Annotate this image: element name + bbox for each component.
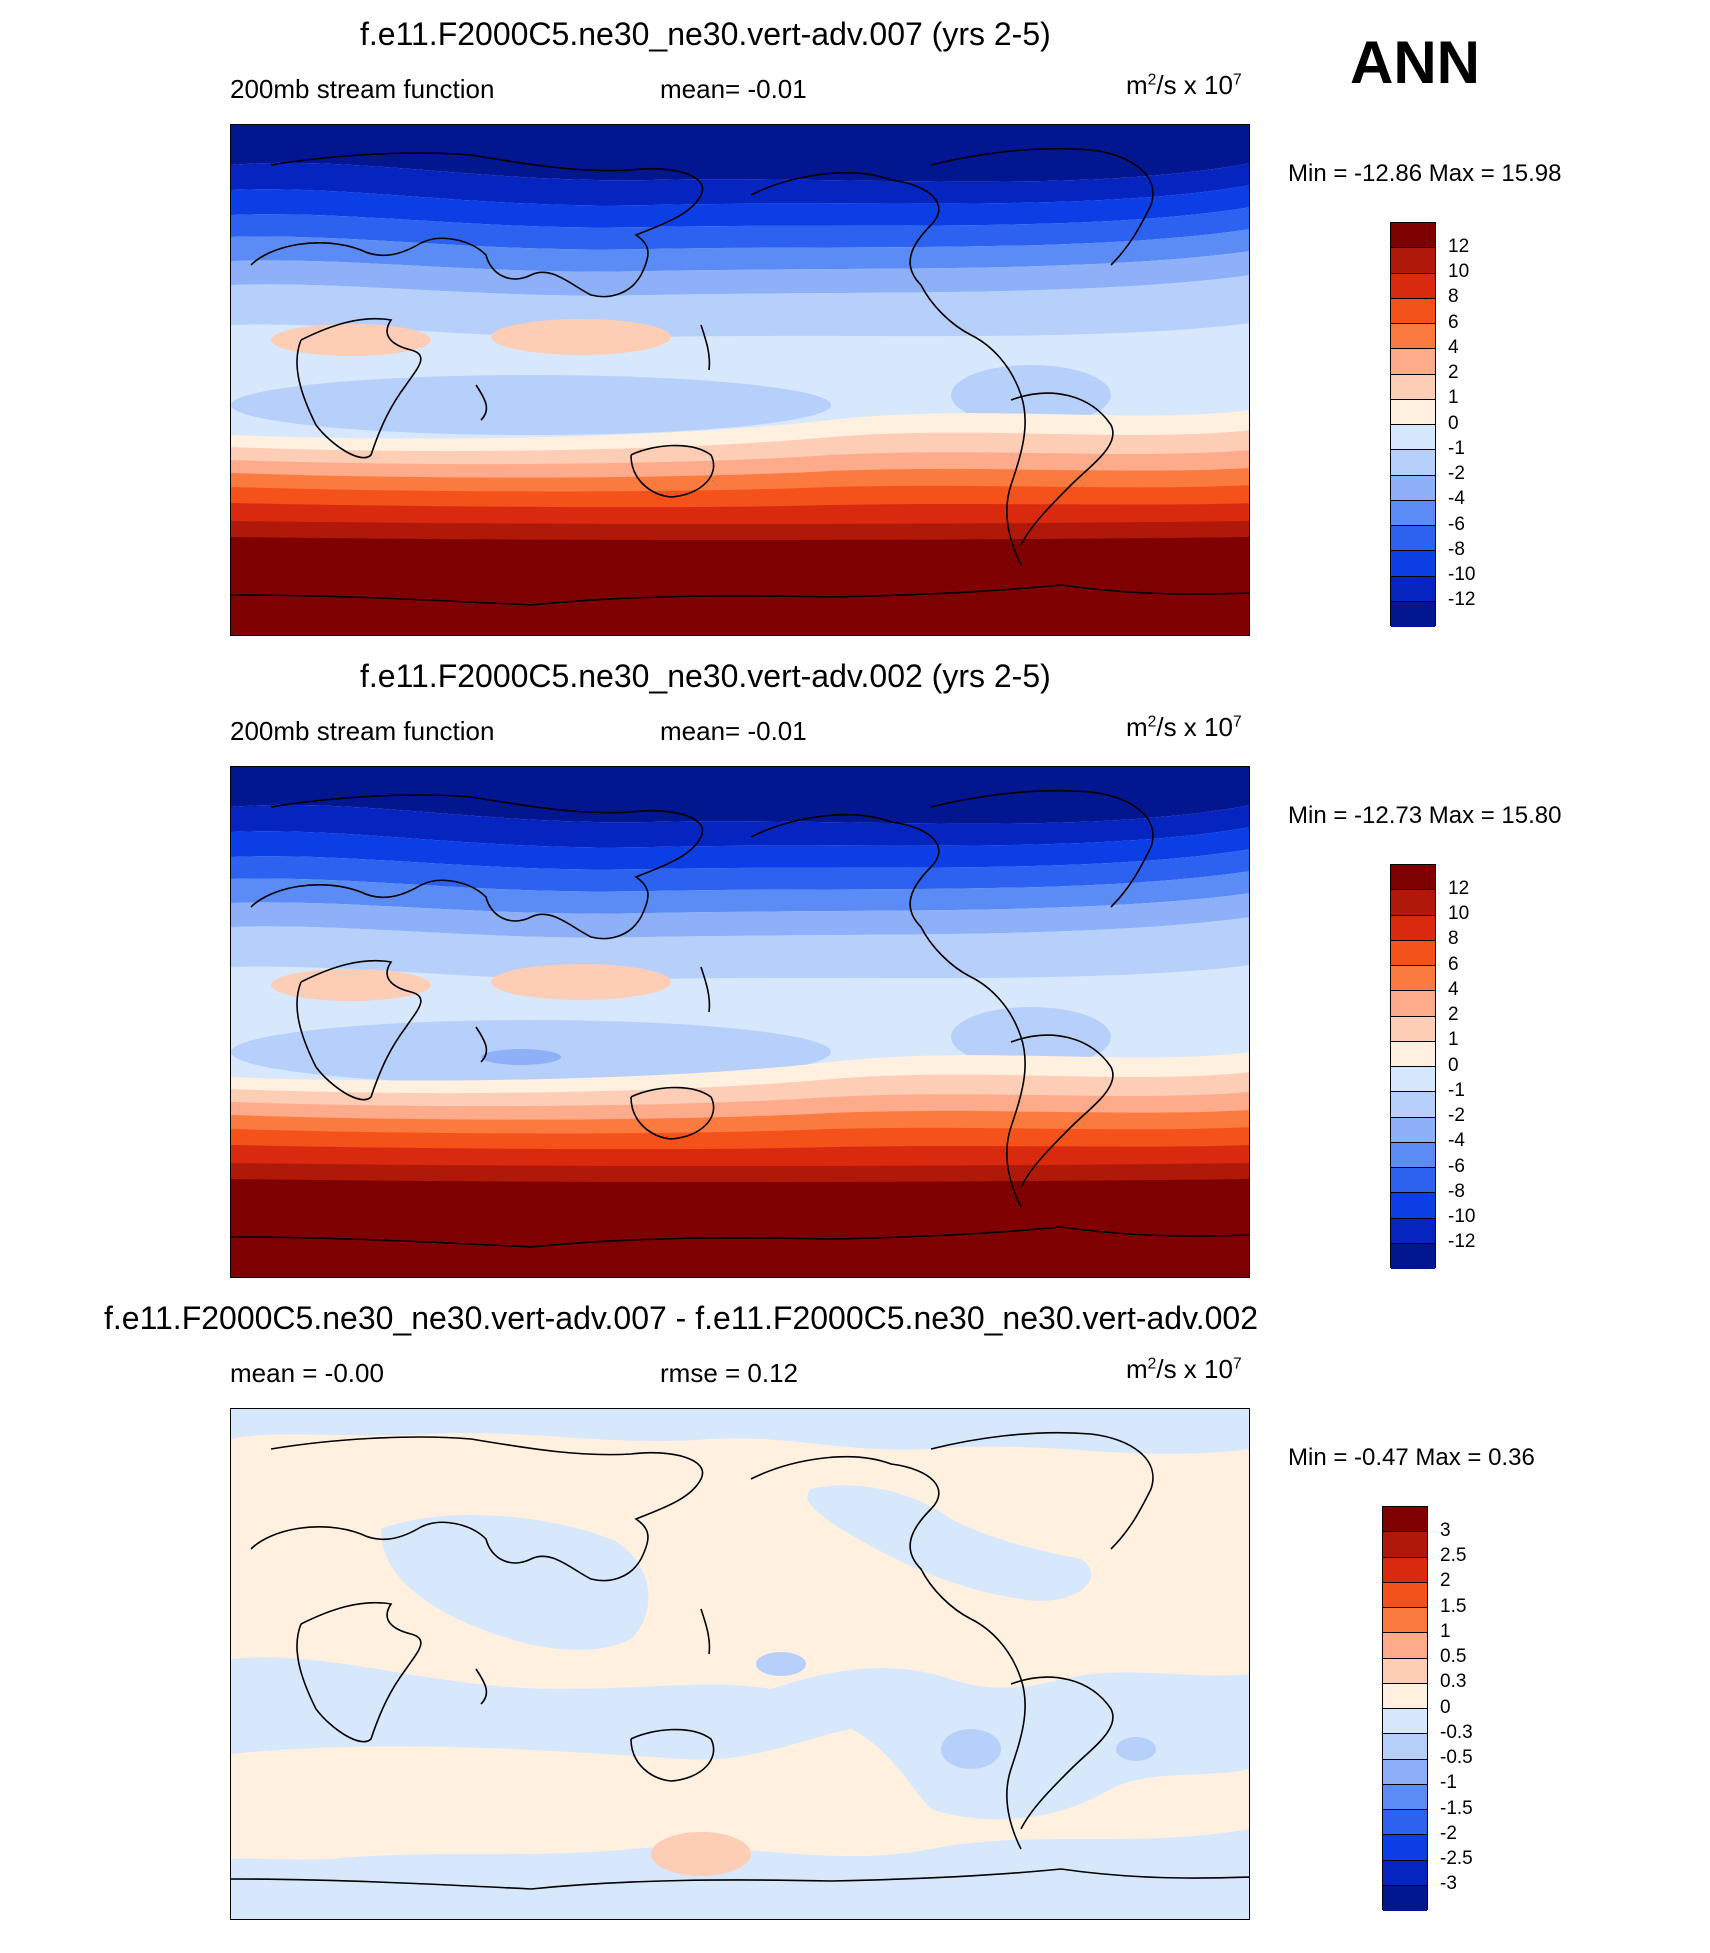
- season-label: ANN: [1350, 29, 1480, 96]
- panel-2-cbar-tick: -10: [1448, 1206, 1476, 1227]
- panel-1-cbar-tick: -6: [1448, 514, 1465, 535]
- panel-1-cbar-tick: 8: [1448, 286, 1459, 307]
- panel-1-cbar-tick: -12: [1448, 589, 1476, 610]
- panel-2-units-label: m2/s x 107: [1126, 712, 1242, 742]
- panel-1-cbar-tick: -4: [1448, 488, 1465, 509]
- panel-1-cbar-tick: -1: [1448, 438, 1465, 459]
- panel-3-cbar-tick: 0.5: [1440, 1646, 1467, 1667]
- panel-1-map: [230, 124, 1250, 636]
- panel-3-cbar-tick: -0.5: [1440, 1747, 1473, 1768]
- panel-3-cbar-tick: 0.3: [1440, 1671, 1467, 1692]
- panel-1-cbar-tick: -2: [1448, 463, 1465, 484]
- panel-3-cbar-tick: 0: [1440, 1697, 1451, 1718]
- panel-2-cbar-tick: 0: [1448, 1055, 1459, 1076]
- panel-3-cbar-tick: -2.5: [1440, 1848, 1473, 1869]
- panel-2-cbar-tick: 12: [1448, 878, 1470, 899]
- panel-2-cbar-tick: -2: [1448, 1105, 1465, 1126]
- panel-1-cbar-tick: 10: [1448, 261, 1470, 282]
- panel-1-units-label: m2/s x 107: [1126, 70, 1242, 100]
- panel-3-minmax: Min = -0.47 Max = 0.36: [1288, 1444, 1535, 1471]
- panel-2-colorbar: [1390, 864, 1436, 1269]
- panel-2-cbar-tick: 10: [1448, 903, 1470, 924]
- panel-3-cbar-tick: -1.5: [1440, 1798, 1473, 1819]
- panel-3-mean-label: mean = -0.00: [230, 1358, 384, 1388]
- panel-3-cbar-tick: 3: [1440, 1520, 1451, 1541]
- panel-3-cbar-tick: 1.5: [1440, 1596, 1467, 1617]
- panel-1-cbar-tick: 12: [1448, 236, 1470, 257]
- panel-2-cbar-tick: -8: [1448, 1181, 1465, 1202]
- panel-2-cbar-tick: 2: [1448, 1004, 1459, 1025]
- panel-3-cbar-tick: -1: [1440, 1772, 1457, 1793]
- panel-1-minmax: Min = -12.86 Max = 15.98: [1288, 160, 1562, 187]
- panel-1-cbar-tick: 0: [1448, 413, 1459, 434]
- panel-3-cbar-tick: -3: [1440, 1873, 1457, 1894]
- panel-2-cbar-tick: -1: [1448, 1080, 1465, 1101]
- panel-3-colorbar: [1382, 1506, 1428, 1911]
- panel-1-variable-label: 200mb stream function: [230, 74, 495, 104]
- panel-2-variable-label: 200mb stream function: [230, 716, 495, 746]
- panel-2-map: [230, 766, 1250, 1278]
- panel-1-cbar-tick: 4: [1448, 337, 1459, 358]
- panel-1-cbar-tick: 1: [1448, 387, 1459, 408]
- panel-3-cbar-tick: -0.3: [1440, 1722, 1473, 1743]
- panel-1-colorbar: [1390, 222, 1436, 627]
- panel-2-mean-label: mean= -0.01: [660, 716, 807, 746]
- panel-3-map: [230, 1408, 1250, 1920]
- panel-2-cbar-tick: -12: [1448, 1231, 1476, 1252]
- panel-3-cbar-tick: 2.5: [1440, 1545, 1467, 1566]
- panel-3-title: f.e11.F2000C5.ne30_ne30.vert-adv.007 - f…: [104, 1300, 1258, 1336]
- panel-1-title: f.e11.F2000C5.ne30_ne30.vert-adv.007 (yr…: [360, 16, 1051, 52]
- panel-1-cbar-tick: 2: [1448, 362, 1459, 383]
- panel-3-rmse-label: rmse = 0.12: [660, 1358, 799, 1388]
- panel-1-mean-label: mean= -0.01: [660, 74, 807, 104]
- panel-3-cbar-tick: 1: [1440, 1621, 1451, 1642]
- panel-2-cbar-tick: 6: [1448, 954, 1459, 975]
- panel-3-units-label: m2/s x 107: [1126, 1354, 1242, 1384]
- panel-2-cbar-tick: 1: [1448, 1029, 1459, 1050]
- panel-1-cbar-tick: 6: [1448, 312, 1459, 333]
- panel-1-cbar-tick: -10: [1448, 564, 1476, 585]
- panel-2-cbar-tick: 4: [1448, 979, 1459, 1000]
- panel-2-title: f.e11.F2000C5.ne30_ne30.vert-adv.002 (yr…: [360, 658, 1051, 694]
- panel-2-cbar-tick: 8: [1448, 928, 1459, 949]
- panel-2-cbar-tick: -6: [1448, 1156, 1465, 1177]
- panel-2-cbar-tick: -4: [1448, 1130, 1465, 1151]
- panel-2-minmax: Min = -12.73 Max = 15.80: [1288, 802, 1562, 829]
- panel-3-cbar-tick: 2: [1440, 1570, 1451, 1591]
- panel-1-cbar-tick: -8: [1448, 539, 1465, 560]
- panel-3-cbar-tick: -2: [1440, 1823, 1457, 1844]
